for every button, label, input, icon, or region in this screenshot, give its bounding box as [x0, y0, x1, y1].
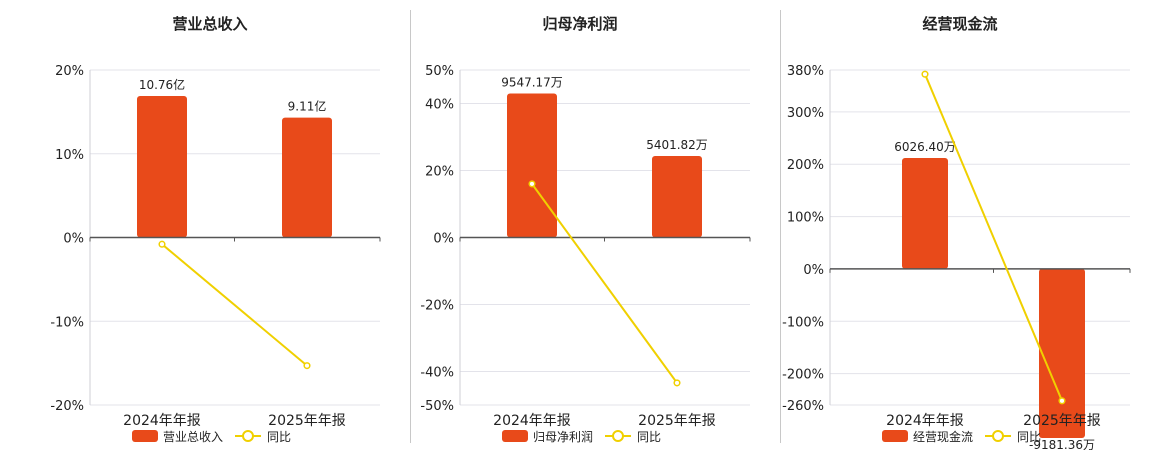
y-tick-label: -50%: [420, 399, 454, 414]
line-series-yoy: [531, 183, 678, 384]
line-point-1: [673, 379, 681, 387]
legend-bar-label: 归母净利润: [533, 430, 593, 444]
y-tick-label: -100%: [782, 315, 824, 330]
y-tick-label: 50%: [425, 64, 454, 79]
y-tick-label: 200%: [787, 158, 824, 173]
y-tick-label: 20%: [425, 165, 454, 180]
legend-line-marker: [992, 430, 1004, 442]
chart-title: 经营现金流: [922, 15, 997, 33]
x-tick-label: 2025年年报: [1023, 413, 1101, 429]
legend-line-marker: [612, 430, 624, 442]
line-point-0: [921, 70, 929, 78]
y-tick-label: 0%: [63, 232, 84, 247]
bar-1: [1039, 268, 1085, 438]
y-tick-label: 300%: [787, 106, 824, 121]
y-tick-label: 100%: [787, 211, 824, 226]
y-tick-label: 10%: [55, 148, 84, 163]
legend-bar-swatch: [882, 430, 908, 442]
bar-data-label: 5401.82万: [646, 138, 708, 152]
chart-title: 营业总收入: [172, 15, 247, 33]
y-tick-label: 40%: [425, 98, 454, 113]
legend-line-marker: [242, 430, 254, 442]
line-point-1: [303, 362, 311, 370]
y-tick-label: 20%: [55, 64, 84, 79]
y-tick-label: -20%: [420, 299, 454, 314]
x-tick-label: 2024年年报: [123, 413, 201, 429]
x-tick-label: 2024年年报: [493, 413, 571, 429]
y-tick-label: -200%: [782, 368, 824, 383]
bar-data-label: 9.11亿: [288, 99, 327, 114]
bar-data-label: 6026.40万: [894, 140, 956, 154]
y-tick-label: 380%: [787, 64, 824, 79]
x-tick-label: 2025年年报: [638, 413, 716, 429]
y-tick-label: -40%: [420, 366, 454, 381]
line-point-1: [1058, 397, 1066, 405]
bar-1: [652, 155, 702, 238]
legend-bar-label: 经营现金流: [913, 429, 973, 444]
bar-0: [507, 93, 557, 238]
bar-0: [902, 157, 948, 269]
legend-bar-swatch: [502, 430, 528, 442]
bar-data-label: -9181.36万: [1029, 438, 1095, 450]
y-tick-label: -20%: [50, 399, 84, 414]
legend-line-label: 同比: [1017, 430, 1041, 444]
y-tick-label: -10%: [50, 315, 84, 330]
panel-divider-2: [780, 10, 781, 443]
line-series-yoy: [161, 243, 308, 367]
legend-bar-swatch: [132, 430, 158, 442]
legend-bar-label: 营业总收入: [163, 430, 223, 444]
bar-data-label: 9547.17万: [501, 75, 563, 89]
bar-0: [137, 95, 187, 238]
line-point-0: [528, 180, 536, 188]
x-tick-label: 2024年年报: [886, 413, 964, 429]
bar-data-label: 10.76亿: [139, 77, 185, 92]
chart-title: 归母净利润: [542, 15, 617, 33]
legend-line-label: 同比: [267, 430, 291, 444]
y-tick-label: 0%: [433, 232, 454, 247]
x-tick-label: 2025年年报: [268, 413, 346, 429]
panel-divider-1: [410, 10, 411, 443]
bar-1: [282, 117, 332, 238]
y-tick-label: 0%: [803, 263, 824, 278]
line-series-yoy: [924, 73, 1063, 402]
legend-line-label: 同比: [637, 430, 661, 444]
line-point-0: [158, 240, 166, 248]
y-tick-label: -260%: [782, 399, 824, 414]
